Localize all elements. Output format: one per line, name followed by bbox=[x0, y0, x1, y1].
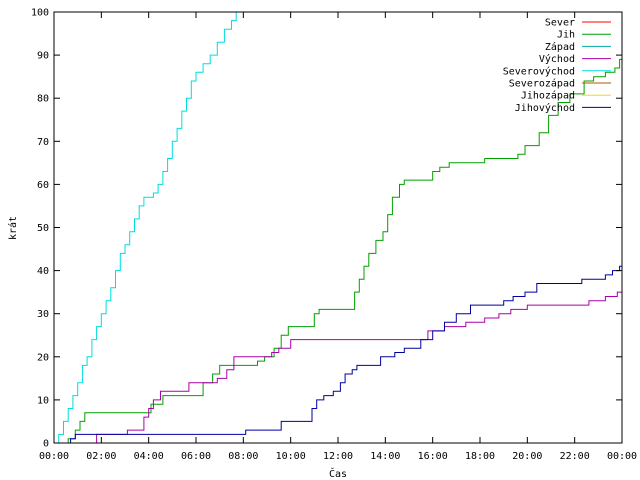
legend: SeverJihZápadVýchodSeverovýchodSeverozáp… bbox=[503, 18, 611, 114]
series-line-vychod bbox=[94, 291, 622, 444]
y-tick-label: 10 bbox=[37, 395, 49, 406]
x-tick-label: 02:00 bbox=[86, 451, 116, 462]
y-tick-label: 30 bbox=[37, 309, 49, 320]
x-axis: 00:00 02:00 04:00 06:00 08:00 10:00 12:00 14:00… bbox=[39, 12, 637, 462]
x-tick-label: 06:00 bbox=[181, 451, 211, 462]
x-tick-label: 10:00 bbox=[276, 451, 306, 462]
x-tick-label: 22:00 bbox=[560, 451, 590, 462]
y-tick-label: 80 bbox=[37, 94, 49, 105]
x-tick-label: 14:00 bbox=[370, 451, 400, 462]
legend-label-severozapad: Severozápad bbox=[509, 78, 575, 90]
series-line-severovychod bbox=[54, 12, 237, 444]
y-tick-label: 90 bbox=[37, 51, 49, 62]
y-tick-label: 100 bbox=[31, 8, 49, 19]
y-tick-label: 60 bbox=[37, 180, 49, 191]
x-tick-label: 04:00 bbox=[134, 451, 164, 462]
legend-label-jihozapad: Jihozápad bbox=[521, 90, 575, 102]
legend-label-severovychod: Severovýchod bbox=[503, 65, 575, 77]
x-tick-label: 20:00 bbox=[512, 451, 542, 462]
x-tick-label: 12:00 bbox=[323, 451, 353, 462]
y-tick-label: 70 bbox=[37, 137, 49, 148]
legend-label-jih: Jih bbox=[557, 30, 575, 41]
y-axis: 0 10 20 30 40 50 60 70 80 90 100 bbox=[31, 8, 622, 450]
x-tick-label: 08:00 bbox=[228, 451, 258, 462]
x-tick-label: 18:00 bbox=[465, 451, 495, 462]
y-axis-title: krát bbox=[7, 216, 19, 240]
legend-label-jihovychod: Jihovýchod bbox=[515, 102, 575, 114]
x-tick-label: 16:00 bbox=[418, 451, 448, 462]
legend-label-vychod: Východ bbox=[539, 53, 575, 65]
x-tick-label: 00:00 bbox=[39, 451, 69, 462]
x-tick-label: 00:00 bbox=[607, 451, 637, 462]
x-axis-title: Čas bbox=[329, 467, 347, 480]
y-tick-label: 20 bbox=[37, 352, 49, 363]
y-tick-label: 50 bbox=[37, 223, 49, 234]
y-tick-label: 40 bbox=[37, 266, 49, 277]
legend-label-sever: Sever bbox=[545, 18, 575, 29]
series-line-jihovychod bbox=[65, 265, 622, 444]
series-lines bbox=[54, 12, 623, 444]
series-line-jih bbox=[54, 55, 623, 444]
y-tick-label: 0 bbox=[43, 439, 49, 450]
legend-label-zapad: Západ bbox=[545, 41, 575, 53]
